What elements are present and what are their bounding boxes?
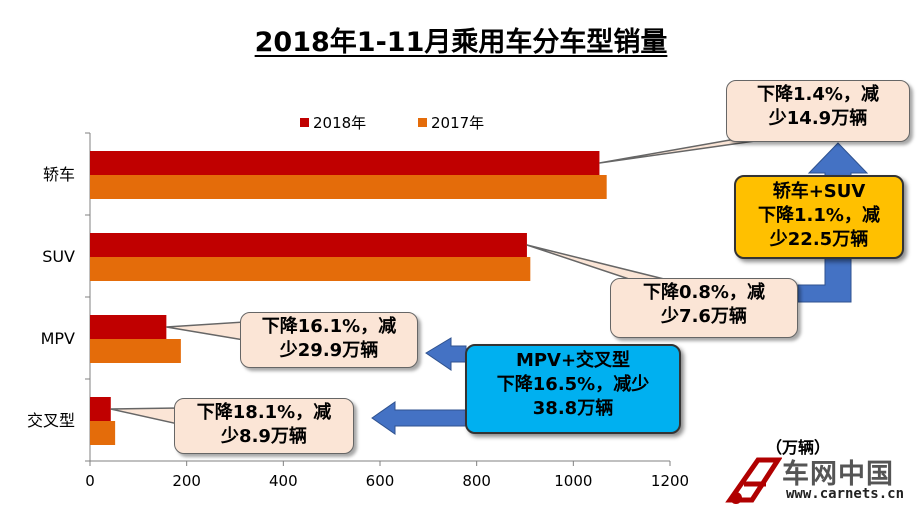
x-tick-label: 200 (172, 472, 201, 490)
callout-sedan-line2: 少14.9万辆 (768, 108, 868, 129)
bar-2017年-MPV (90, 339, 181, 363)
category-label: MPV (41, 329, 75, 348)
legend-label-2018: 2018年 (313, 114, 367, 132)
callout-pointers (110, 139, 763, 425)
summary-sedan-suv-line3: 少22.5万辆 (769, 229, 869, 250)
callout-suv-line2: 少7.6万辆 (661, 306, 747, 327)
callout-pointer (526, 244, 669, 281)
summary-mpv-crossover-line3: 38.8万辆 (532, 398, 614, 419)
callout-crossover: 下降18.1%，减 少8.9万辆 (174, 398, 354, 454)
logo-icon (725, 457, 782, 504)
legend-swatch-2018 (300, 118, 309, 127)
arrow-left-icon (425, 337, 467, 371)
summary-sedan-suv: 轿车+SUV 下降1.1%，减 少22.5万辆 (734, 175, 904, 259)
callout-mpv-line1: 下降16.1%，减 (261, 316, 397, 337)
bar-2018年-轿车 (90, 151, 600, 175)
callout-crossover-line1: 下降18.1%，减 (196, 402, 332, 423)
summary-mpv-crossover-line2: 下降16.5%，减少 (496, 374, 650, 395)
category-label: SUV (42, 247, 75, 266)
unit-label: （万辆） (766, 438, 831, 457)
logo-name: 车网中国 (782, 459, 894, 490)
x-tick-label: 1000 (554, 472, 592, 490)
summary-sedan-suv-line1: 轿车+SUV (772, 181, 866, 202)
callout-sedan: 下降1.4%，减 少14.9万辆 (726, 80, 910, 142)
callout-pointer (166, 321, 245, 341)
callout-pointer (110, 407, 179, 425)
summary-mpv-crossover: MPV+交叉型 下降16.5%，减少 38.8万辆 (465, 344, 681, 434)
logo-url: www.carnets.cn (786, 486, 905, 502)
callout-crossover-line2: 少8.9万辆 (221, 426, 307, 447)
legend-item-2017: 2017年 (418, 112, 484, 133)
x-tick-label: 800 (462, 472, 491, 490)
x-tick-label: 600 (366, 472, 395, 490)
legend-swatch-2017 (418, 118, 427, 127)
callout-pointer (599, 139, 763, 164)
bar-2017年-轿车 (90, 175, 607, 199)
bar-2017年-SUV (90, 257, 531, 281)
summary-sedan-suv-line2: 下降1.1%，减 (758, 205, 880, 226)
summary-mpv-crossover-line1: MPV+交叉型 (515, 350, 631, 371)
bar-2018年-SUV (90, 233, 527, 257)
callout-suv-line1: 下降0.8%，减 (643, 282, 765, 303)
arrow-left-icon (371, 401, 467, 435)
legend-label-2017: 2017年 (431, 114, 485, 132)
callout-suv: 下降0.8%，减 少7.6万辆 (610, 278, 798, 338)
callout-sedan-line1: 下降1.4%，减 (757, 84, 879, 105)
callout-mpv-line2: 少29.9万辆 (279, 340, 379, 361)
chart-title: 2018年1-11月乘用车分车型销量 (0, 20, 922, 59)
bar-2018年-MPV (90, 315, 167, 339)
x-tick-label: 1200 (651, 472, 689, 490)
x-tick-label: 400 (269, 472, 298, 490)
carnets-logo: 车网中国 www.carnets.cn (722, 452, 918, 508)
callout-mpv: 下降16.1%，减 少29.9万辆 (240, 312, 418, 368)
category-label: 交叉型 (27, 411, 75, 430)
x-tick-label: 0 (85, 472, 95, 490)
category-label: 轿车 (43, 165, 75, 184)
bar-2017年-交叉型 (90, 421, 116, 445)
bars-layer (90, 151, 607, 445)
chart-title-text: 2018年1-11月乘用车分车型销量 (254, 27, 668, 58)
legend-item-2018: 2018年 (300, 112, 366, 133)
bar-2018年-交叉型 (90, 397, 111, 421)
